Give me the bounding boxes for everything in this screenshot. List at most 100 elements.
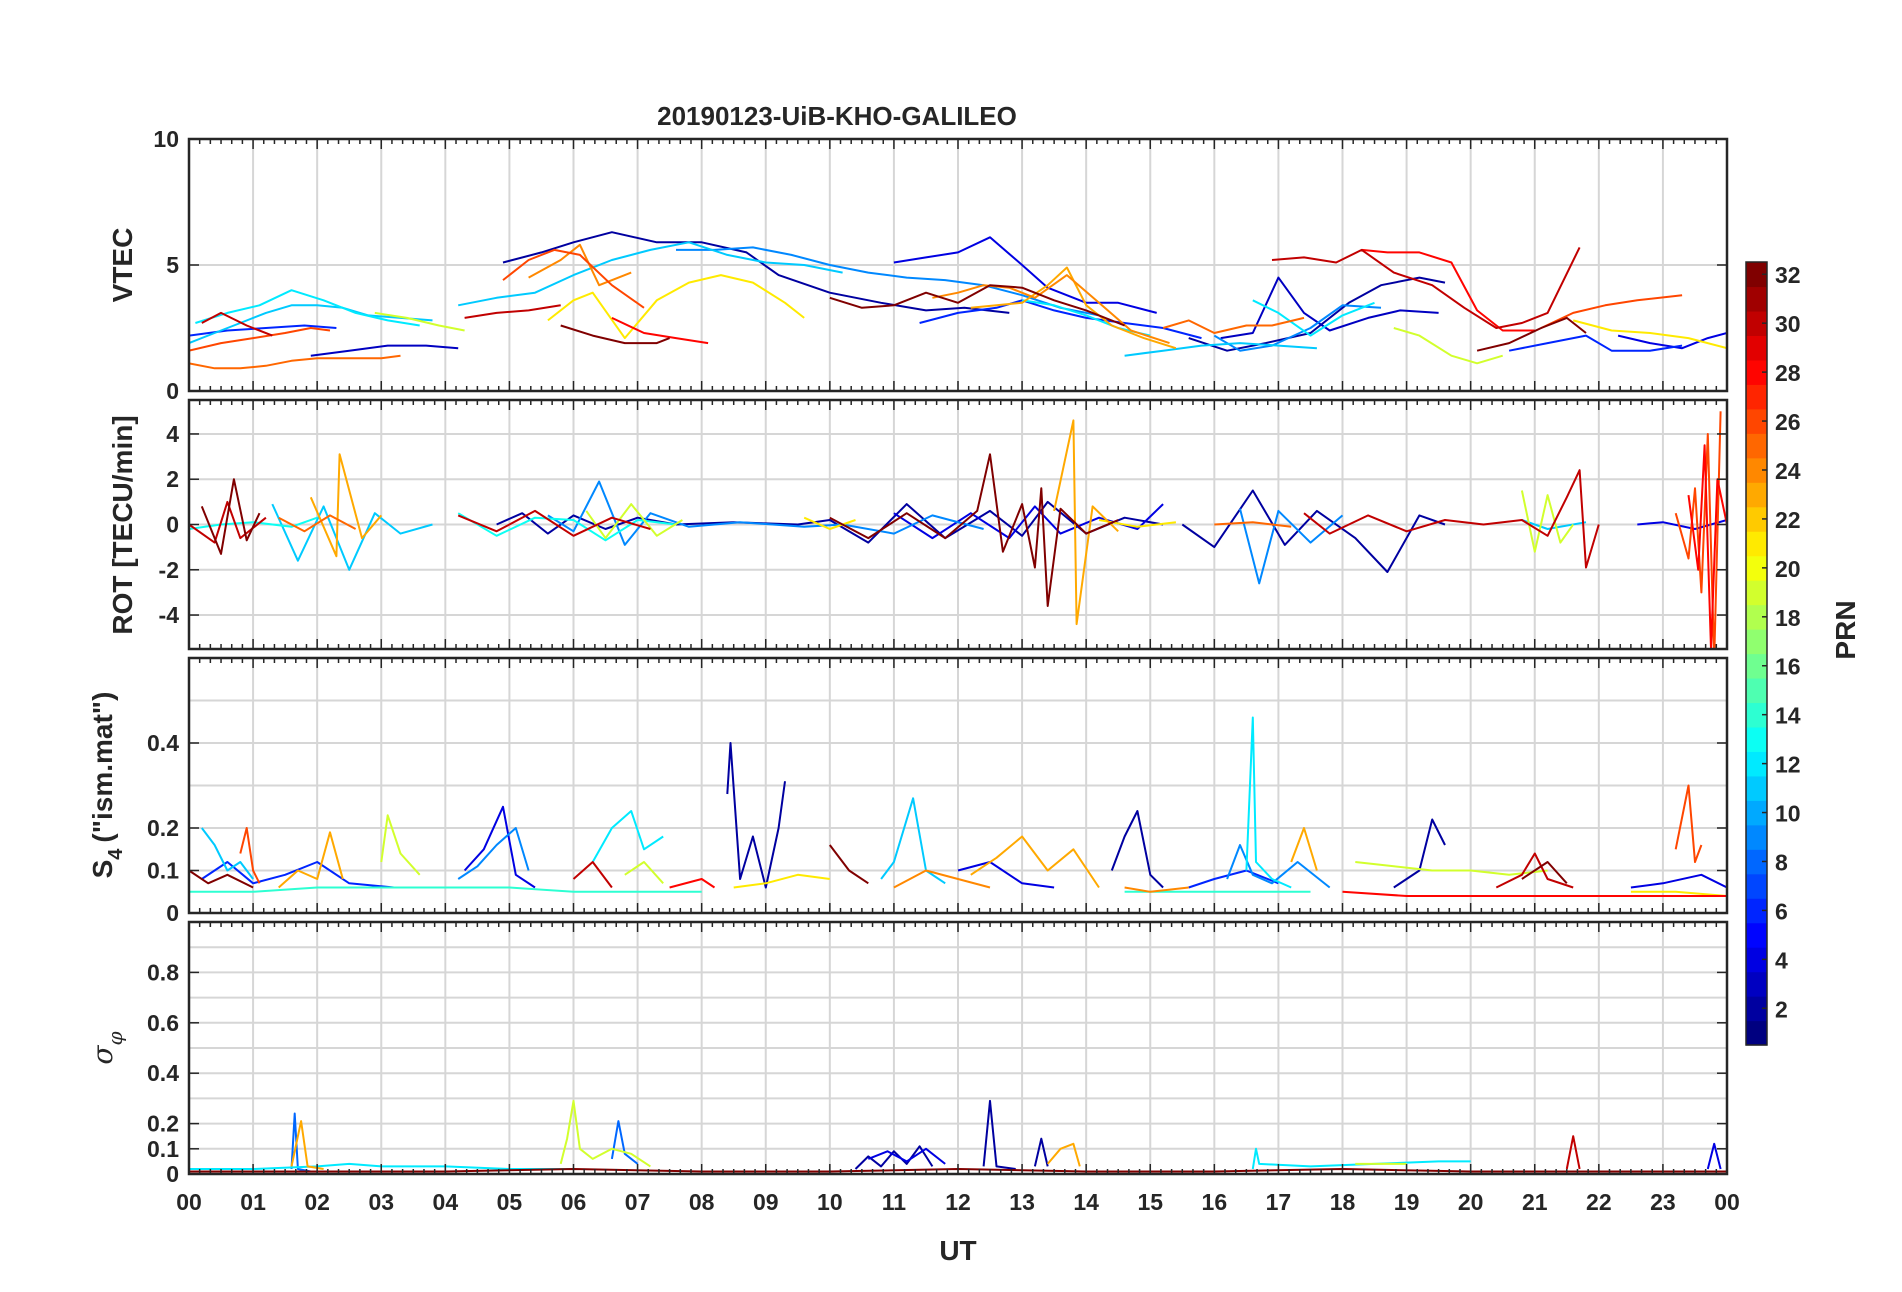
series-prn-12: [1021, 299, 1151, 337]
series-prn-6: [919, 299, 1202, 340]
series-prn-2: [1110, 810, 1164, 889]
x-tick-label: 06: [561, 1189, 587, 1215]
colorbar-tick-label: 12: [1775, 752, 1801, 778]
panel-sigma-phi-ylabel: σφ: [86, 1031, 127, 1064]
colorbar-step: [1746, 824, 1767, 850]
series-prn-3: [310, 344, 459, 357]
series-prn-32: [200, 478, 261, 555]
x-tick-label: 09: [753, 1189, 779, 1215]
colorbar-label: PRN: [1830, 600, 1861, 659]
y-tick-label: 5: [166, 252, 179, 278]
panel-sigma-phi-grid: [189, 922, 1727, 1174]
colorbar-frame: [1745, 261, 1768, 1046]
colorbar-step: [1746, 580, 1767, 606]
series-prn-11: [458, 241, 843, 307]
series-prn-28: [669, 878, 716, 889]
colorbar-tick-label: 2: [1775, 996, 1788, 1022]
series-prn-26: [502, 248, 645, 309]
y-tick-label: 2: [166, 466, 179, 492]
panel-sigma-phi-ticks: [188, 922, 1728, 1175]
y-tick-label: 0.4: [147, 1060, 179, 1086]
panel-s4-ylabel: S4("ism.mat"): [87, 692, 127, 879]
series-prn-2: [854, 1145, 934, 1170]
x-tick-label: 18: [1330, 1189, 1356, 1215]
series-prn-32: [829, 284, 1125, 327]
series-prn-24: [1124, 886, 1189, 893]
colorbar-step: [1746, 506, 1767, 532]
colorbar-tick-label: 4: [1775, 947, 1788, 973]
series-prn-4: [893, 236, 1157, 314]
colorbar-tick-label: 30: [1775, 311, 1801, 337]
panel-s4-ticks: [188, 658, 1728, 914]
x-tick-label: 07: [625, 1189, 651, 1215]
series-prn-26: [189, 327, 331, 352]
x-tick-label: 19: [1394, 1189, 1420, 1215]
panel-vtec-frame: [187, 137, 1729, 393]
colorbar-step: [1746, 408, 1767, 434]
series-prn-19: [1355, 861, 1548, 876]
series-prn-6: [201, 861, 395, 889]
colorbar-tick-label: 18: [1775, 605, 1801, 631]
colorbar-tick-label: 8: [1775, 849, 1788, 875]
x-tick-label: 14: [1073, 1189, 1099, 1215]
y-tick-label: 0: [166, 378, 179, 404]
x-tick-label: 21: [1522, 1189, 1548, 1215]
series-prn-19: [1520, 490, 1575, 553]
series-prn-12: [1252, 299, 1375, 337]
y-tick-label: 0.8: [147, 959, 179, 985]
series-prn-19: [1393, 327, 1503, 365]
series-prn-4: [1706, 1142, 1722, 1170]
panel-s4: 0 0.1 0.2 0.4 S4("ism.mat"): [87, 656, 1729, 926]
series-prn-4: [867, 1147, 946, 1165]
series-prn-26: [1674, 411, 1722, 649]
series-prn-26: [1674, 784, 1703, 863]
series-prn-28: [1687, 444, 1727, 649]
series-prn-30: [189, 500, 267, 544]
y-tick-label: 0: [166, 900, 179, 926]
colorbar-step: [1746, 677, 1767, 704]
series-prn-24: [528, 243, 632, 287]
colorbar-step: [1746, 971, 1767, 997]
series-prn-32: [829, 453, 1119, 607]
colorbar-step: [1746, 702, 1767, 728]
panel-s4-frame: [187, 656, 1729, 915]
x-tick-label: 20: [1458, 1189, 1484, 1215]
series-prn-23: [970, 266, 1177, 350]
x-tick-label: 16: [1202, 1189, 1228, 1215]
x-tick-label: 23: [1650, 1189, 1676, 1215]
x-tick-label: 00: [1714, 1189, 1740, 1215]
series-prn-12: [591, 810, 664, 863]
series-prn-30: [1303, 469, 1600, 569]
series-prn-11: [1521, 519, 1587, 530]
colorbar-step: [1746, 775, 1767, 801]
series-prn-2: [982, 1099, 1016, 1170]
series-prn-30: [464, 304, 561, 319]
series-prn-23: [290, 1120, 324, 1170]
x-tick-label: 15: [1137, 1189, 1163, 1215]
series-prn-25: [189, 354, 401, 370]
series-prn-21: [547, 274, 805, 340]
panel-sigma-phi-frame: [187, 920, 1729, 1176]
panel-sigma-phi: 00.10.2 0.4 0.6 0.8 σφ: [86, 920, 1729, 1187]
series-prn-32: [1521, 861, 1568, 884]
series-prn-30: [572, 861, 613, 889]
colorbar-step: [1746, 384, 1767, 410]
series-prn-11: [201, 827, 254, 880]
colorbar-step: [1746, 482, 1767, 508]
series-prn-32: [1476, 316, 1587, 352]
series-prn-2: [726, 742, 786, 889]
y-tick-label: 0: [166, 512, 179, 538]
x-tick-label: 00: [176, 1189, 202, 1215]
series-prn-21: [733, 873, 830, 889]
series-prn-9: [1213, 304, 1382, 352]
x-tick-label: 11: [882, 1189, 907, 1215]
series-prn-4: [463, 805, 536, 889]
series-prn-2: [1181, 489, 1446, 573]
series-prn-11: [189, 304, 433, 345]
series-prn-28: [1342, 890, 1727, 897]
x-axis-label: UT: [939, 1235, 976, 1266]
x-tick-label: 13: [1009, 1189, 1035, 1215]
colorbar-step: [1746, 898, 1767, 924]
